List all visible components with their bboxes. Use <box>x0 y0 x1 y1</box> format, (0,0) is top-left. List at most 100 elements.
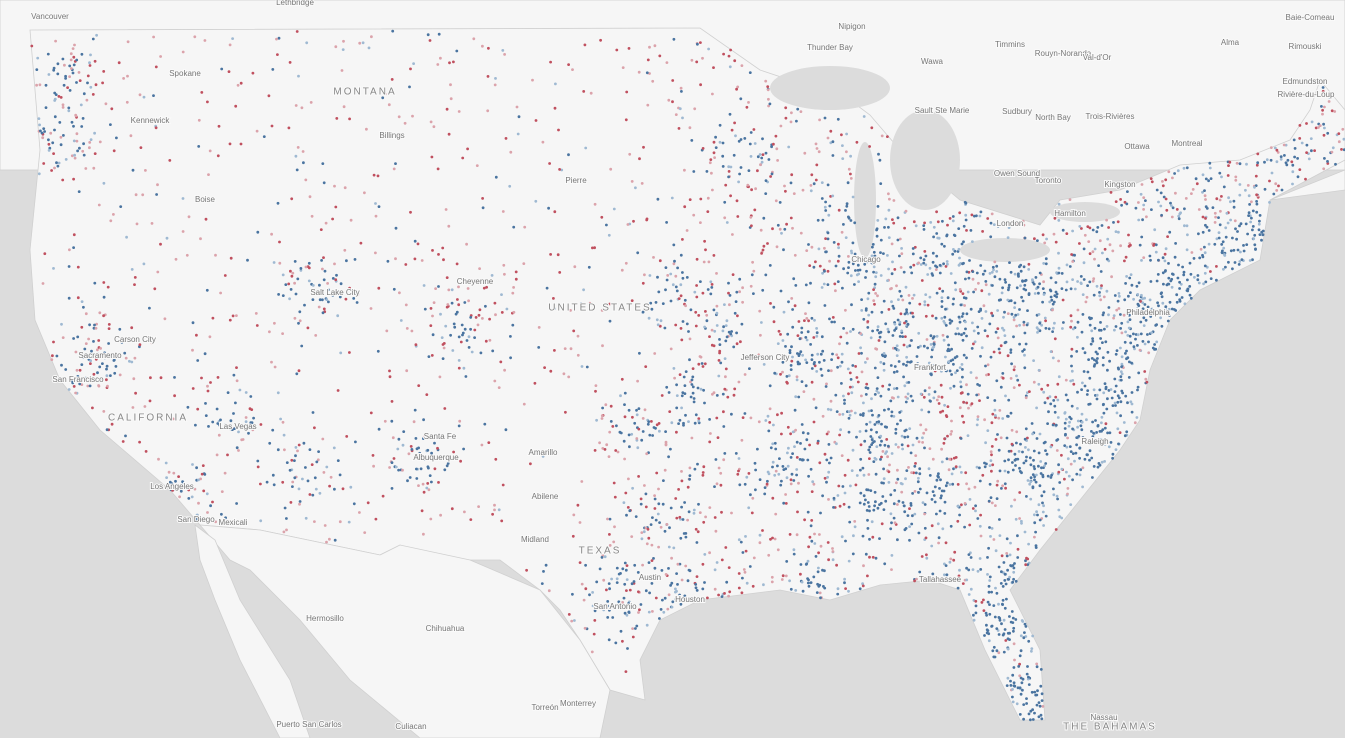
dot <box>1249 220 1252 224</box>
dot <box>567 153 570 157</box>
dot <box>206 100 209 104</box>
dot <box>1119 313 1122 316</box>
place-label: Timmins <box>995 40 1025 49</box>
dot <box>866 386 870 390</box>
dot <box>426 33 430 37</box>
dot <box>1293 155 1296 159</box>
dot <box>964 327 967 331</box>
dot <box>994 549 998 553</box>
dot <box>529 462 532 466</box>
dot <box>1041 473 1045 477</box>
dot <box>138 93 142 97</box>
dot <box>1238 193 1242 197</box>
dot <box>876 506 880 510</box>
dot <box>747 506 751 510</box>
dot <box>632 219 635 223</box>
dot <box>938 509 942 513</box>
dot <box>1009 620 1013 624</box>
dot <box>658 429 661 433</box>
dot <box>717 359 721 362</box>
dot <box>1305 151 1308 155</box>
dot <box>1057 470 1061 474</box>
dot <box>206 511 209 514</box>
dot <box>1026 436 1029 440</box>
dot <box>1222 185 1226 189</box>
dot <box>855 435 858 439</box>
dot <box>829 399 833 403</box>
dot <box>825 458 829 462</box>
dot <box>1213 211 1217 215</box>
dot <box>401 468 404 472</box>
dot <box>1076 407 1079 410</box>
dot <box>906 323 910 326</box>
dot <box>1012 335 1015 339</box>
dot <box>1028 390 1031 393</box>
dot <box>1024 342 1028 346</box>
dot <box>625 513 628 517</box>
dot <box>779 333 782 336</box>
dot <box>651 610 654 613</box>
dot <box>1192 257 1196 260</box>
dot <box>685 229 689 232</box>
dot <box>847 416 851 420</box>
dot <box>793 445 796 448</box>
dot <box>1261 229 1265 233</box>
dot <box>624 568 628 572</box>
dot <box>1226 221 1230 225</box>
dot <box>422 532 425 536</box>
dot <box>1007 226 1011 230</box>
dot <box>872 288 875 291</box>
dot <box>933 369 937 373</box>
dot <box>845 150 848 154</box>
place-label: Puerto San Carlos <box>276 720 341 729</box>
dot <box>886 455 889 459</box>
dot <box>394 257 397 261</box>
dot <box>598 567 602 571</box>
dot <box>753 142 757 145</box>
dot <box>951 482 955 486</box>
dot <box>1114 200 1118 204</box>
dot <box>718 338 721 341</box>
dot <box>961 338 965 342</box>
dot <box>956 483 960 486</box>
dot <box>674 497 678 500</box>
dot <box>1090 357 1094 360</box>
dot <box>905 355 908 359</box>
dot <box>252 416 256 420</box>
dot <box>1220 243 1224 246</box>
dot <box>882 481 885 485</box>
dot <box>745 581 749 585</box>
dot <box>200 376 203 380</box>
dot <box>737 139 741 143</box>
dot <box>125 100 129 104</box>
dot <box>826 136 830 140</box>
dot <box>724 324 728 327</box>
dot <box>967 593 971 596</box>
dot <box>563 347 567 350</box>
dot <box>903 226 906 230</box>
dot <box>97 352 100 356</box>
dot <box>294 292 298 296</box>
dot <box>41 282 45 285</box>
dot <box>862 494 866 498</box>
dot <box>767 429 771 433</box>
dot <box>903 321 906 325</box>
dot <box>974 509 977 513</box>
dot <box>62 134 65 137</box>
dot <box>759 163 762 167</box>
dot <box>667 545 671 549</box>
dot <box>78 79 82 82</box>
dot <box>985 373 988 377</box>
dot <box>864 429 868 433</box>
dot <box>84 376 88 380</box>
dot <box>913 464 917 468</box>
dot <box>952 384 956 388</box>
dot <box>679 598 682 601</box>
dot <box>928 399 932 403</box>
dot <box>927 410 931 414</box>
dot <box>600 417 604 420</box>
dot <box>936 220 940 224</box>
dot <box>973 485 977 489</box>
dot <box>870 254 874 258</box>
dot <box>930 272 934 275</box>
